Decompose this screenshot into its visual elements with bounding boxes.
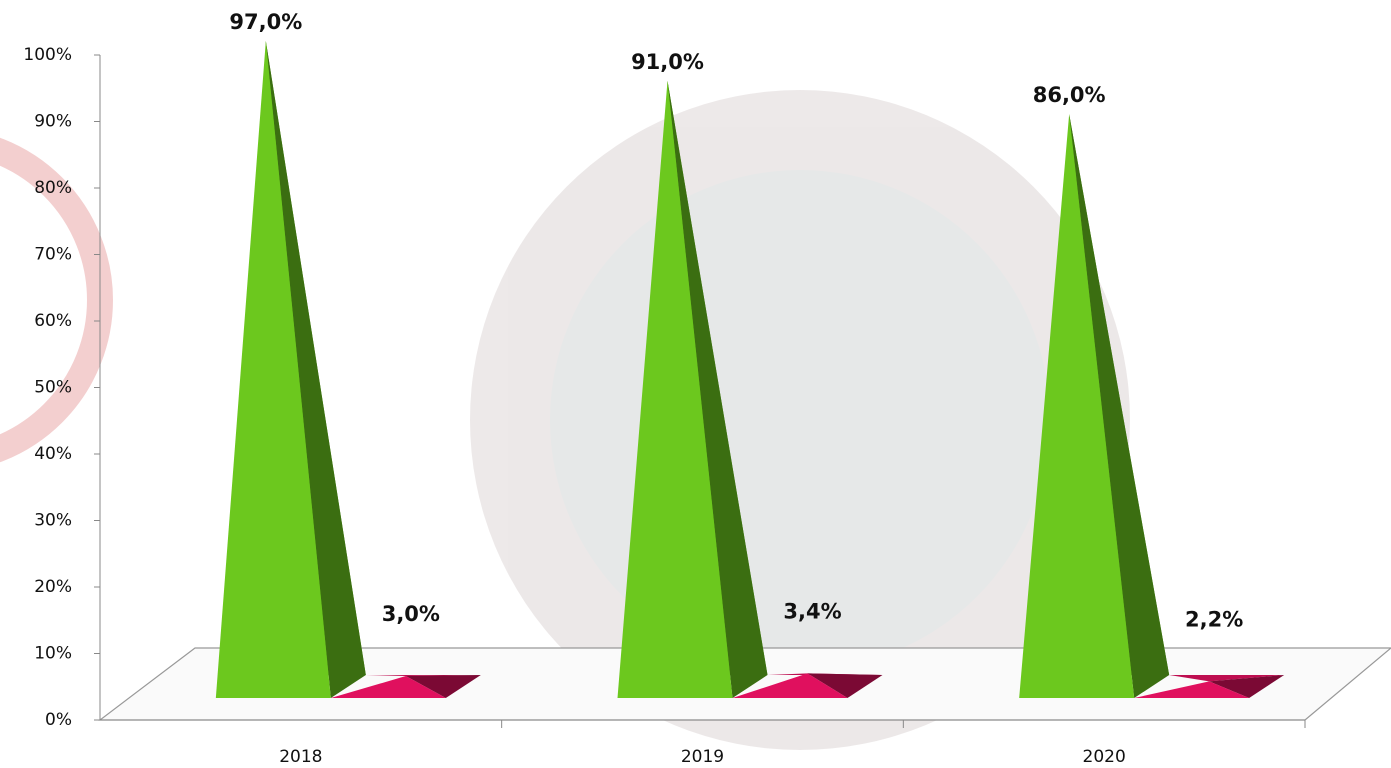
pyramid-face bbox=[215, 40, 331, 698]
pyramid-face bbox=[617, 80, 733, 699]
data-label: 3,0% bbox=[382, 602, 440, 626]
pyramid bbox=[215, 40, 366, 698]
pyramid-face bbox=[365, 675, 481, 677]
pyramid-face bbox=[1169, 675, 1285, 682]
pyramid-face bbox=[732, 673, 848, 698]
pyramid-face bbox=[1134, 681, 1250, 698]
data-label: 3,4% bbox=[783, 599, 841, 623]
x-tick-label: 2018 bbox=[279, 747, 322, 767]
pyramid bbox=[330, 675, 481, 698]
y-tick-label: 10% bbox=[34, 644, 72, 664]
y-tick-label: 90% bbox=[34, 112, 72, 132]
x-tick-label: 2020 bbox=[1083, 747, 1126, 767]
pyramid-face bbox=[265, 40, 366, 698]
pyramid-face bbox=[807, 673, 883, 698]
y-tick-label: 100% bbox=[23, 45, 72, 65]
x-tick-label: 2019 bbox=[681, 747, 724, 767]
data-label: 91,0% bbox=[631, 50, 704, 74]
pyramid-face bbox=[330, 676, 446, 698]
y-tick-label: 30% bbox=[34, 511, 72, 531]
y-tick-label: 20% bbox=[34, 577, 72, 597]
y-tick-label: 70% bbox=[34, 245, 72, 265]
y-tick-label: 60% bbox=[34, 311, 72, 331]
pyramid-face bbox=[1209, 675, 1285, 698]
y-tick-label: 80% bbox=[34, 178, 72, 198]
pyramid bbox=[1134, 675, 1285, 698]
pyramid-face bbox=[667, 80, 768, 699]
data-label: 86,0% bbox=[1033, 83, 1106, 107]
y-tick-label: 0% bbox=[45, 710, 72, 730]
y-tick-label: 40% bbox=[34, 444, 72, 464]
pyramid-face bbox=[405, 675, 481, 698]
pyramid-face bbox=[1069, 114, 1170, 699]
pyramid bbox=[617, 80, 768, 699]
data-label: 97,0% bbox=[229, 10, 302, 34]
pyramid bbox=[732, 673, 883, 698]
pyramid bbox=[1019, 114, 1170, 699]
y-tick-label: 50% bbox=[34, 378, 72, 398]
pyramid-face bbox=[1019, 114, 1135, 699]
data-label: 2,2% bbox=[1185, 607, 1243, 631]
